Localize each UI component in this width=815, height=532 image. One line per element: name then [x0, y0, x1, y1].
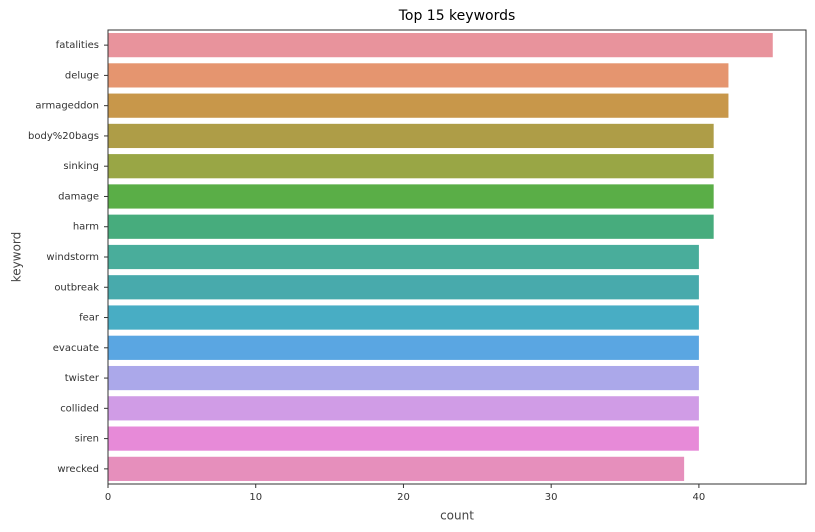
- y-tick-label: fear: [79, 313, 100, 324]
- bar: [108, 426, 699, 451]
- bar: [108, 456, 685, 481]
- y-tick-label: sinking: [63, 161, 99, 172]
- bar: [108, 93, 729, 118]
- plot-frame: [107, 29, 807, 485]
- x-tick-label: 10: [249, 492, 262, 503]
- x-tick-label: 40: [693, 492, 706, 503]
- y-tick-label: fatalities: [56, 40, 99, 51]
- bar: [108, 123, 714, 149]
- bar: [108, 184, 714, 209]
- x-axis-label: count: [440, 509, 474, 523]
- bar: [108, 396, 699, 421]
- y-tick-label: wrecked: [57, 464, 99, 475]
- y-tick-label: windstorm: [46, 252, 99, 263]
- y-tick-label: deluge: [65, 70, 99, 81]
- bar: [108, 214, 714, 239]
- bar: [108, 154, 714, 179]
- y-tick-label: harm: [73, 222, 99, 233]
- y-tick-label: evacuate: [53, 343, 99, 354]
- bar: [108, 335, 699, 360]
- y-tick-label: armageddon: [35, 101, 99, 112]
- x-tick-label: 0: [105, 492, 111, 503]
- y-axis-label: keyword: [10, 232, 24, 283]
- y-tick-label: collided: [60, 403, 99, 414]
- y-tick-label: outbreak: [54, 282, 99, 293]
- x-tick-label: 30: [545, 492, 558, 503]
- bar: [108, 365, 699, 391]
- x-tick-label: 20: [397, 492, 410, 503]
- chart-title: Top 15 keywords: [398, 8, 516, 24]
- y-tick-label: damage: [58, 191, 99, 202]
- bar: [108, 33, 773, 58]
- bar: [108, 244, 699, 270]
- y-tick-label: body%20bags: [28, 131, 99, 142]
- y-tick-label: siren: [75, 434, 99, 445]
- bar: [108, 305, 699, 330]
- bar: [108, 275, 699, 300]
- y-tick-label: twister: [65, 373, 100, 384]
- bar: [108, 63, 729, 88]
